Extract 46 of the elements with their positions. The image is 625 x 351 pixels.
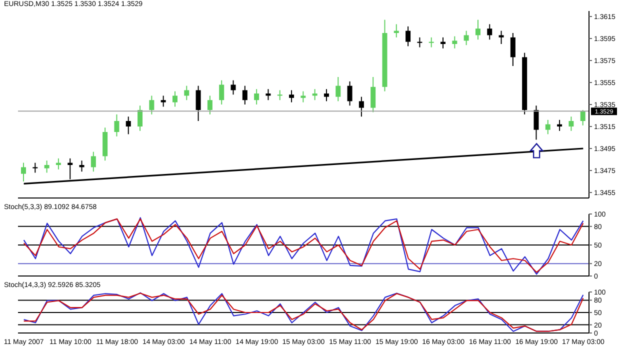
- candlestick: [138, 105, 143, 132]
- candlestick: [21, 162, 26, 182]
- candlestick: [242, 85, 248, 105]
- candlestick: [160, 95, 166, 108]
- candlestick: [475, 19, 480, 40]
- candlestick: [254, 88, 260, 105]
- candlestick: [358, 96, 364, 118]
- candlestick: [56, 158, 61, 170]
- candlestick: [79, 160, 84, 172]
- candlestick: [184, 85, 190, 101]
- candlestick: [277, 90, 282, 101]
- candlestick: [452, 36, 458, 49]
- candlestick: [580, 110, 586, 126]
- candlestick: [172, 90, 178, 108]
- candlestick: [557, 119, 562, 132]
- candlestick: [196, 85, 201, 122]
- candlestick: [336, 76, 341, 102]
- candlestick: [464, 30, 469, 46]
- candlestick: [394, 24, 399, 38]
- candlestick: [534, 105, 539, 140]
- candlestick: [126, 116, 131, 135]
- candlestick: [300, 90, 306, 103]
- candlestick: [417, 36, 422, 48]
- candlestick: [32, 162, 38, 174]
- candlestick: [230, 80, 236, 96]
- candlestick: [219, 80, 224, 105]
- candlestick: [406, 26, 411, 47]
- candlestick: [498, 30, 504, 44]
- candlestick: [114, 114, 120, 137]
- candlestick: [90, 151, 96, 172]
- candlestick: [487, 24, 492, 40]
- candlestick: [428, 36, 434, 48]
- candlestick: [312, 88, 318, 101]
- candlestick: [289, 90, 294, 103]
- candlestick: [324, 88, 329, 102]
- candlestick: [440, 36, 446, 49]
- candlestick: [266, 88, 271, 101]
- candlestick: [370, 76, 376, 113]
- candlestick: [510, 32, 516, 66]
- candlestick: [347, 80, 352, 106]
- candlestick: [568, 116, 574, 132]
- candlestick: [68, 158, 73, 180]
- candlestick: [545, 119, 550, 135]
- candlestick: [44, 160, 50, 174]
- candlestick: [149, 95, 154, 115]
- candlestick: [207, 95, 212, 115]
